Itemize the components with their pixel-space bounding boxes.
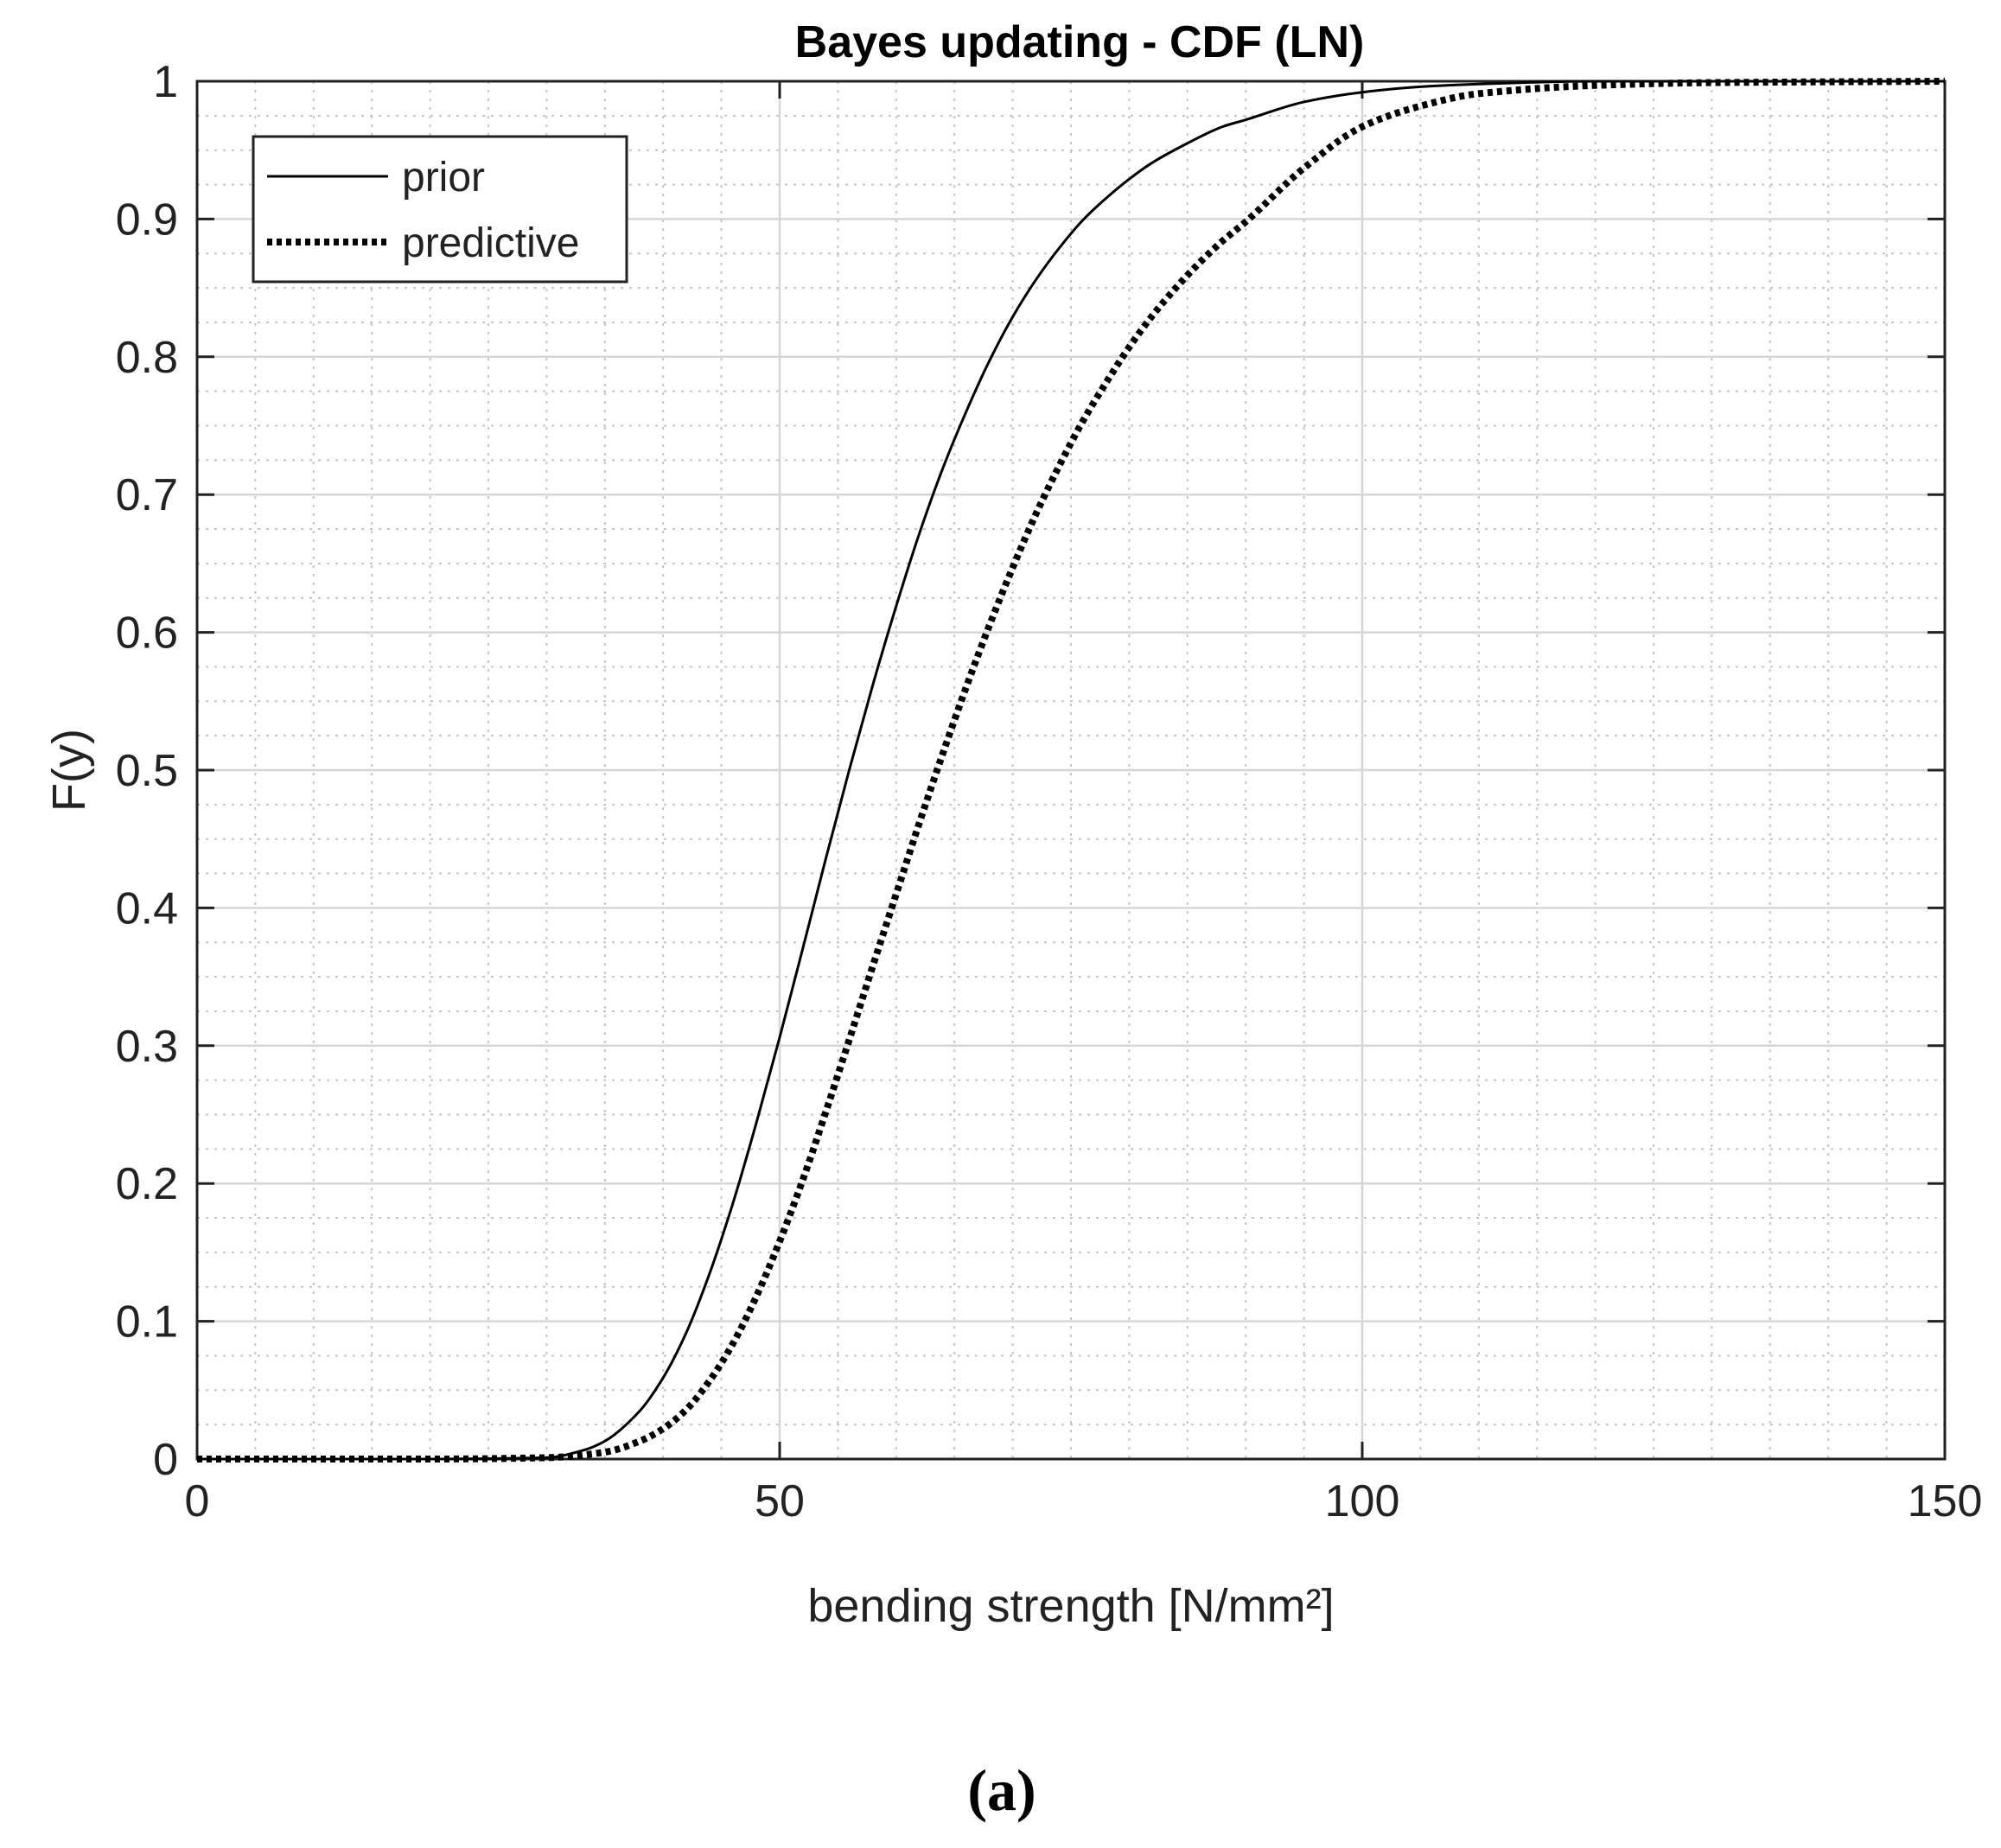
y-tick-label: 0.7 <box>116 470 178 520</box>
x-axis-label: bending strength [N/mm²] <box>807 1580 1334 1632</box>
y-tick-label: 0.9 <box>116 194 178 245</box>
y-tick-label: 1 <box>153 57 178 107</box>
y-tick-label: 0 <box>153 1435 178 1485</box>
y-tick-label: 0.3 <box>116 1022 178 1072</box>
y-axis-label: F(y) <box>43 729 95 812</box>
chart-title: Bayes updating - CDF (LN) <box>795 17 1365 67</box>
legend: prior predictive <box>252 135 628 284</box>
legend-box <box>252 135 628 284</box>
y-tick-label: 0.2 <box>116 1159 178 1209</box>
series-lines <box>196 78 1946 1463</box>
x-tick-label: 0 <box>185 1476 210 1526</box>
x-tick-label: 50 <box>755 1476 805 1526</box>
x-tick-label: 150 <box>1908 1476 1983 1526</box>
axis-ticks: 0 50 100 150 0 0.1 0.2 0.3 0.4 0.5 0.6 0.7 0.8 0.9 1 <box>116 57 1983 1526</box>
figure-caption: (a) <box>967 1757 1036 1823</box>
series-line-prior <box>196 80 1945 1461</box>
y-tick-label: 0.8 <box>116 333 178 383</box>
y-tick-label: 0.1 <box>116 1297 178 1348</box>
y-tick-label: 0.6 <box>116 609 178 659</box>
y-tick-label: 0.4 <box>116 883 178 934</box>
y-tick-label: 0.5 <box>116 746 178 796</box>
grid <box>195 80 1947 1461</box>
x-tick-label: 100 <box>1325 1476 1400 1526</box>
legend-label-prior: prior <box>402 155 485 201</box>
legend-label-predictive: predictive <box>402 220 579 266</box>
series-line-predictive <box>196 78 1946 1463</box>
